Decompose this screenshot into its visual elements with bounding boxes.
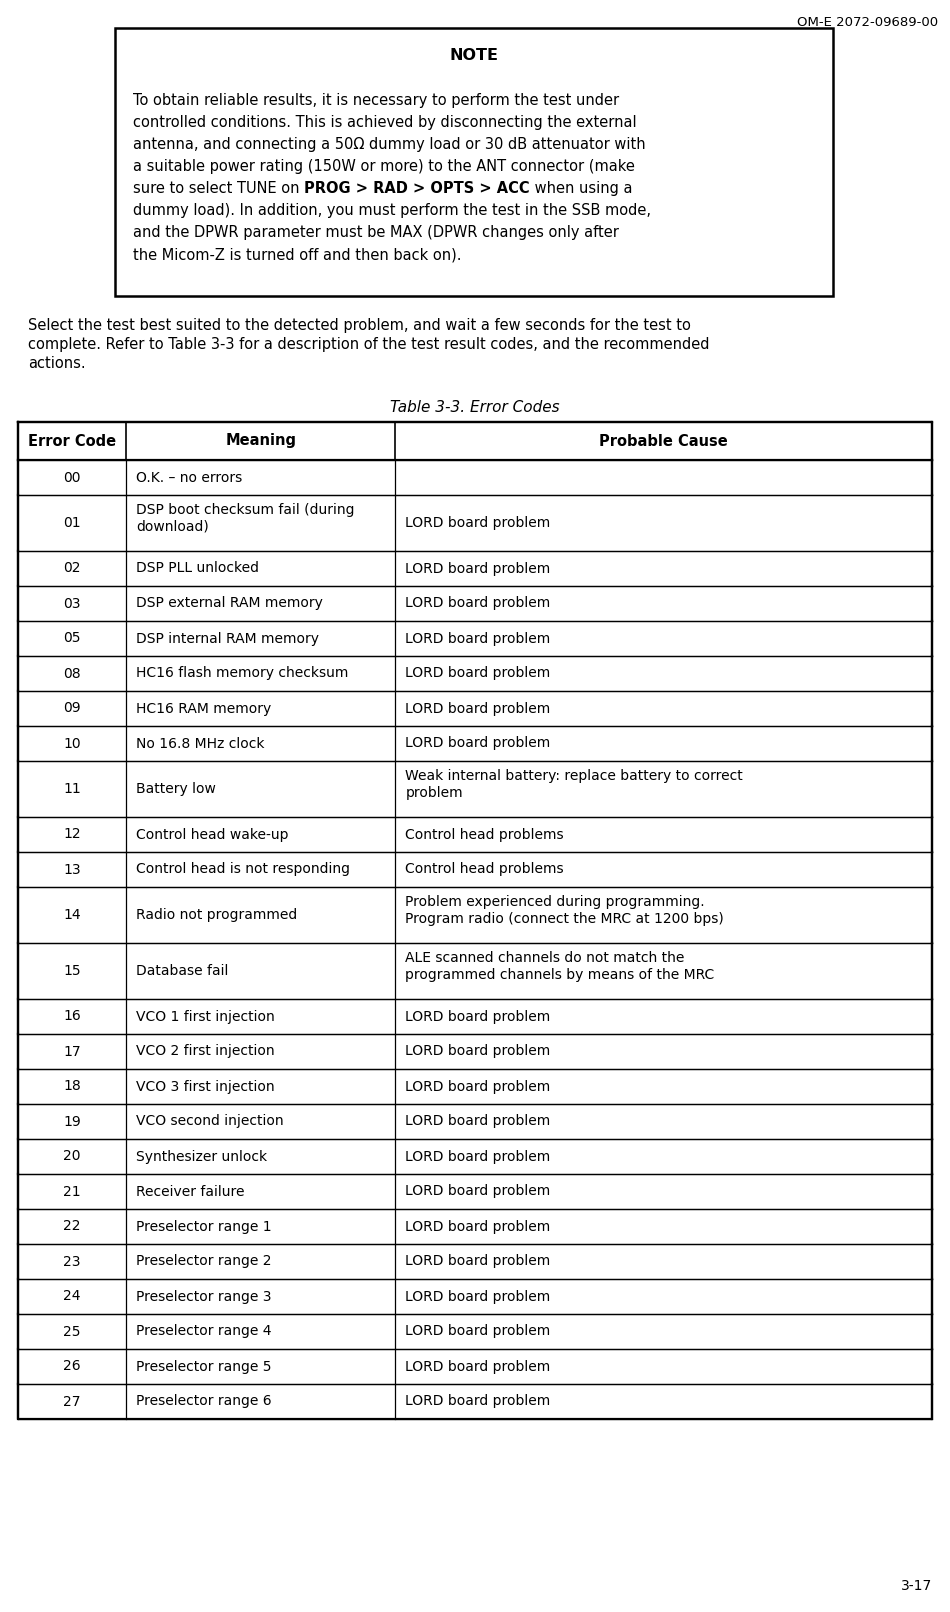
Text: 09: 09 bbox=[63, 701, 81, 716]
Text: LORD board problem: LORD board problem bbox=[406, 701, 551, 716]
Text: Control head problems: Control head problems bbox=[406, 862, 564, 877]
Text: LORD board problem: LORD board problem bbox=[406, 1394, 551, 1409]
Text: Meaning: Meaning bbox=[225, 434, 296, 448]
Text: download): download) bbox=[136, 521, 209, 534]
Text: 20: 20 bbox=[64, 1149, 81, 1164]
Text: VCO 1 first injection: VCO 1 first injection bbox=[136, 1009, 275, 1024]
Text: complete. Refer to Table 3-3 for a description of the test result codes, and the: complete. Refer to Table 3-3 for a descr… bbox=[28, 337, 710, 351]
Text: 12: 12 bbox=[63, 827, 81, 841]
Text: problem: problem bbox=[406, 787, 463, 800]
Text: LORD board problem: LORD board problem bbox=[406, 596, 551, 611]
Text: Synthesizer unlock: Synthesizer unlock bbox=[136, 1149, 267, 1164]
Text: ALE scanned channels do not match the: ALE scanned channels do not match the bbox=[406, 951, 685, 966]
Text: 19: 19 bbox=[63, 1114, 81, 1128]
Text: Battery low: Battery low bbox=[136, 782, 216, 796]
Text: LORD board problem: LORD board problem bbox=[406, 1185, 551, 1198]
Text: 11: 11 bbox=[63, 782, 81, 796]
Text: 21: 21 bbox=[63, 1185, 81, 1198]
Text: sure to select TUNE on: sure to select TUNE on bbox=[133, 181, 304, 197]
Text: HC16 RAM memory: HC16 RAM memory bbox=[136, 701, 271, 716]
Text: LORD board problem: LORD board problem bbox=[406, 1149, 551, 1164]
Text: LORD board problem: LORD board problem bbox=[406, 1114, 551, 1128]
Text: 03: 03 bbox=[64, 596, 81, 611]
Text: LORD board problem: LORD board problem bbox=[406, 1045, 551, 1059]
Text: Control head problems: Control head problems bbox=[406, 827, 564, 841]
Text: OM-E 2072-09689-00: OM-E 2072-09689-00 bbox=[797, 16, 938, 29]
Text: O.K. – no errors: O.K. – no errors bbox=[136, 471, 242, 485]
Text: Probable Cause: Probable Cause bbox=[599, 434, 728, 448]
Text: PROG > RAD > OPTS > ACC: PROG > RAD > OPTS > ACC bbox=[304, 181, 530, 197]
Text: 13: 13 bbox=[63, 862, 81, 877]
Text: 24: 24 bbox=[64, 1290, 81, 1304]
Text: HC16 flash memory checksum: HC16 flash memory checksum bbox=[136, 666, 349, 680]
Text: NOTE: NOTE bbox=[449, 48, 499, 63]
Text: 18: 18 bbox=[63, 1080, 81, 1093]
Text: when using a: when using a bbox=[530, 181, 633, 197]
Text: LORD board problem: LORD board problem bbox=[406, 1220, 551, 1233]
Text: 15: 15 bbox=[63, 964, 81, 978]
Text: Problem experienced during programming.: Problem experienced during programming. bbox=[406, 895, 705, 909]
Text: DSP PLL unlocked: DSP PLL unlocked bbox=[136, 561, 258, 575]
Text: LORD board problem: LORD board problem bbox=[406, 1254, 551, 1269]
Text: dummy load). In addition, you must perform the test in the SSB mode,: dummy load). In addition, you must perfo… bbox=[133, 203, 651, 218]
Text: programmed channels by means of the MRC: programmed channels by means of the MRC bbox=[406, 967, 714, 982]
Text: a suitable power rating (150W or more) to the ANT connector (make: a suitable power rating (150W or more) t… bbox=[133, 160, 635, 174]
Text: To obtain reliable results, it is necessary to perform the test under: To obtain reliable results, it is necess… bbox=[133, 93, 619, 108]
Text: LORD board problem: LORD board problem bbox=[406, 1080, 551, 1093]
Text: Program radio (connect the MRC at 1200 bps): Program radio (connect the MRC at 1200 b… bbox=[406, 912, 724, 925]
Text: 23: 23 bbox=[64, 1254, 81, 1269]
Text: LORD board problem: LORD board problem bbox=[406, 1290, 551, 1304]
Text: 08: 08 bbox=[63, 666, 81, 680]
Text: LORD board problem: LORD board problem bbox=[406, 632, 551, 645]
Text: LORD board problem: LORD board problem bbox=[406, 516, 551, 530]
Text: 00: 00 bbox=[64, 471, 81, 485]
Text: LORD board problem: LORD board problem bbox=[406, 1325, 551, 1338]
Text: Database fail: Database fail bbox=[136, 964, 228, 978]
Text: LORD board problem: LORD board problem bbox=[406, 1359, 551, 1373]
Text: 01: 01 bbox=[63, 516, 81, 530]
Text: antenna, and connecting a 50Ω dummy load or 30 dB attenuator with: antenna, and connecting a 50Ω dummy load… bbox=[133, 137, 646, 152]
Text: Preselector range 5: Preselector range 5 bbox=[136, 1359, 272, 1373]
Text: 17: 17 bbox=[63, 1045, 81, 1059]
Text: and the DPWR parameter must be MAX (DPWR changes only after: and the DPWR parameter must be MAX (DPWR… bbox=[133, 226, 618, 240]
Text: Radio not programmed: Radio not programmed bbox=[136, 908, 297, 922]
Text: 16: 16 bbox=[63, 1009, 81, 1024]
Text: DSP external RAM memory: DSP external RAM memory bbox=[136, 596, 323, 611]
Text: the Micom-Z is turned off and then back on).: the Micom-Z is turned off and then back … bbox=[133, 247, 462, 263]
Text: 22: 22 bbox=[64, 1220, 81, 1233]
Text: VCO 3 first injection: VCO 3 first injection bbox=[136, 1080, 275, 1093]
Text: LORD board problem: LORD board problem bbox=[406, 737, 551, 751]
Text: 3-17: 3-17 bbox=[901, 1580, 932, 1593]
Text: No 16.8 MHz clock: No 16.8 MHz clock bbox=[136, 737, 264, 751]
Text: LORD board problem: LORD board problem bbox=[406, 1009, 551, 1024]
Text: Table 3-3. Error Codes: Table 3-3. Error Codes bbox=[390, 400, 560, 414]
Text: Weak internal battery: replace battery to correct: Weak internal battery: replace battery t… bbox=[406, 769, 743, 783]
Text: 26: 26 bbox=[63, 1359, 81, 1373]
Text: Control head is not responding: Control head is not responding bbox=[136, 862, 350, 877]
Text: Preselector range 2: Preselector range 2 bbox=[136, 1254, 272, 1269]
Text: VCO second injection: VCO second injection bbox=[136, 1114, 283, 1128]
Text: controlled conditions. This is achieved by disconnecting the external: controlled conditions. This is achieved … bbox=[133, 114, 636, 131]
Text: LORD board problem: LORD board problem bbox=[406, 666, 551, 680]
Text: Receiver failure: Receiver failure bbox=[136, 1185, 244, 1198]
Text: 02: 02 bbox=[64, 561, 81, 575]
Text: Select the test best suited to the detected problem, and wait a few seconds for : Select the test best suited to the detec… bbox=[28, 318, 691, 334]
Text: 25: 25 bbox=[64, 1325, 81, 1338]
Text: Error Code: Error Code bbox=[28, 434, 116, 448]
Text: 10: 10 bbox=[63, 737, 81, 751]
Text: 14: 14 bbox=[63, 908, 81, 922]
Text: 05: 05 bbox=[64, 632, 81, 645]
Text: Preselector range 4: Preselector range 4 bbox=[136, 1325, 272, 1338]
Text: 27: 27 bbox=[64, 1394, 81, 1409]
Text: DSP internal RAM memory: DSP internal RAM memory bbox=[136, 632, 319, 645]
Bar bbox=[115, 27, 833, 297]
Text: Preselector range 1: Preselector range 1 bbox=[136, 1220, 272, 1233]
Text: Preselector range 6: Preselector range 6 bbox=[136, 1394, 272, 1409]
Text: DSP boot checksum fail (during: DSP boot checksum fail (during bbox=[136, 503, 354, 517]
Text: actions.: actions. bbox=[28, 356, 86, 371]
Text: Control head wake-up: Control head wake-up bbox=[136, 827, 289, 841]
Text: Preselector range 3: Preselector range 3 bbox=[136, 1290, 272, 1304]
Text: VCO 2 first injection: VCO 2 first injection bbox=[136, 1045, 275, 1059]
Text: LORD board problem: LORD board problem bbox=[406, 561, 551, 575]
